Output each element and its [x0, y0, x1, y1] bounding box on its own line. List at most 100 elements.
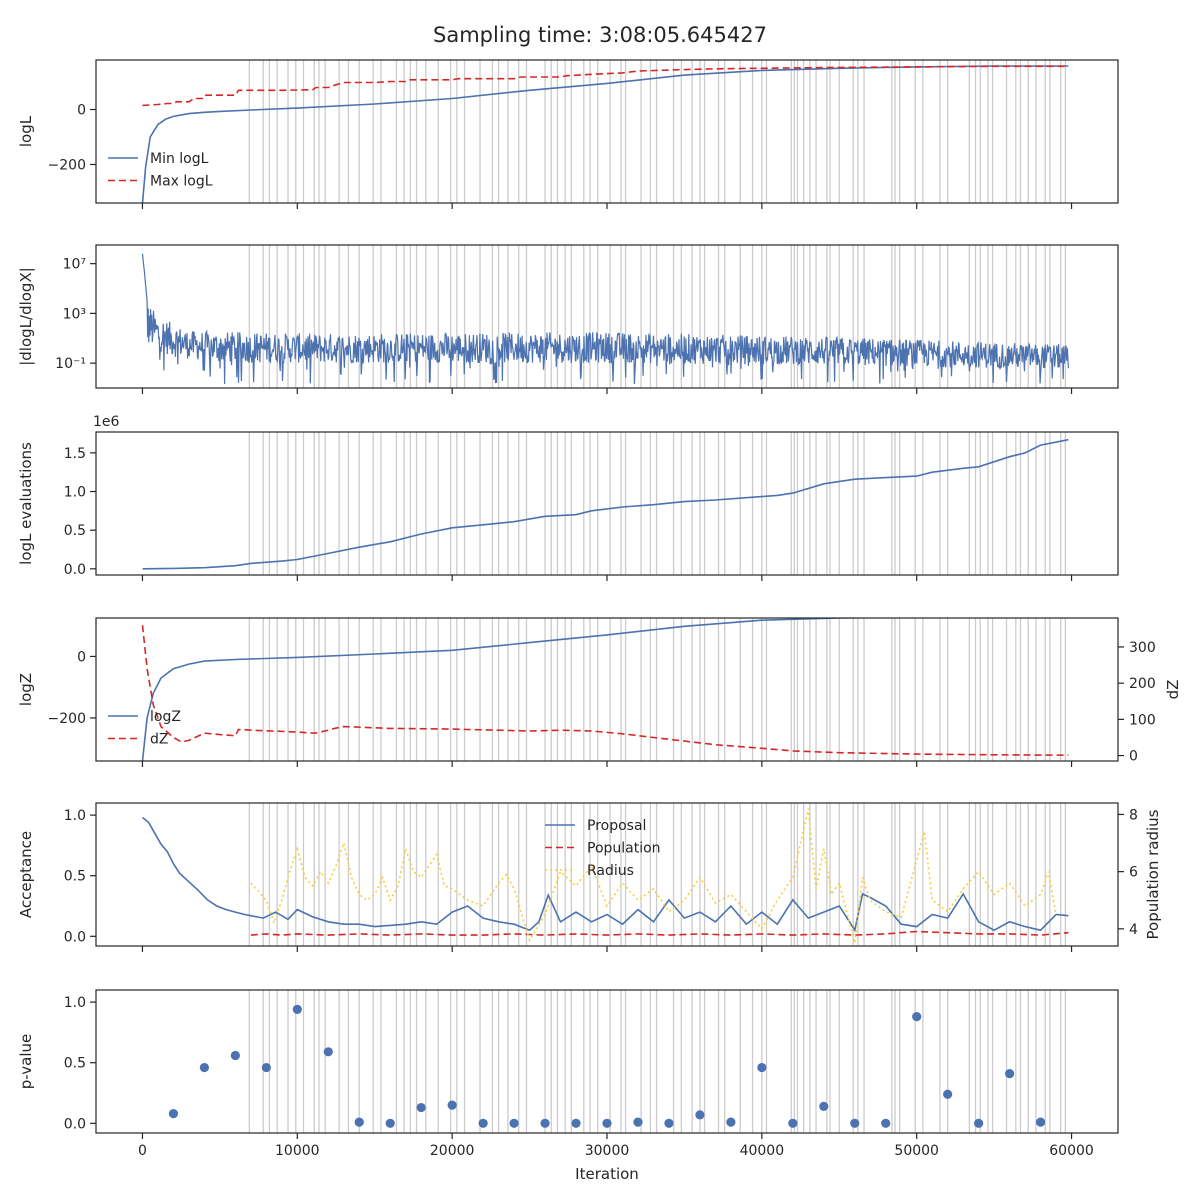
y-tick-label: 1.0: [64, 995, 86, 1011]
y-right-axis-label: Population radius: [1144, 809, 1162, 939]
y-axis-label: logL evaluations: [17, 442, 35, 565]
x-tick-label: 50000: [894, 1143, 939, 1159]
pvalue-point: [757, 1062, 767, 1073]
plot-area: [141, 245, 1069, 388]
pvalue-point: [385, 1118, 395, 1128]
pvalue-point: [199, 1062, 209, 1073]
panels: 0 −200 logL Min logL Max logL 10⁷ 10³ 10⁻¹ |dlog…: [17, 59, 1182, 1183]
pvalue-point: [881, 1118, 891, 1128]
x-tick-label: 0: [138, 1143, 147, 1159]
pvalue-point: [292, 1004, 302, 1014]
series-line-population: [250, 930, 1069, 936]
legend-label: Population: [587, 841, 661, 857]
y-tick-label: 10³: [63, 306, 86, 322]
y-tick-label: 1.0: [64, 485, 86, 501]
x-tick-label: 40000: [740, 1143, 785, 1159]
legend-label: Min logL: [150, 151, 209, 167]
pvalue-point: [1035, 1117, 1046, 1127]
series-line-min-logl: [141, 65, 1069, 203]
y-right-axis-label: dZ: [1164, 680, 1182, 700]
pvalue-point: [323, 1047, 333, 1057]
y-right-tick-label: 100: [1129, 712, 1156, 728]
y-tick-label: 0.5: [64, 523, 86, 539]
series-line-main: [142, 438, 1069, 570]
y-tick-label: 10⁷: [63, 257, 86, 273]
pvalue-point: [416, 1102, 426, 1113]
y-tick-label: 0.0: [64, 929, 86, 945]
x-tick-label: 10000: [275, 1143, 320, 1159]
y-right-tick-label: 200: [1129, 676, 1156, 692]
y-tick-label: 0: [77, 103, 86, 119]
pvalue-point: [540, 1118, 550, 1128]
plot-area: [141, 618, 1069, 761]
y-tick-label: 0.0: [64, 1116, 86, 1132]
series-line-logz: [141, 618, 909, 761]
y-right-tick-label: 0: [1129, 749, 1138, 765]
plot-area: [141, 60, 1069, 203]
pvalue-point: [1005, 1069, 1015, 1079]
y-tick-label: −200: [48, 158, 86, 174]
x-tick-label: 60000: [1049, 1143, 1094, 1159]
y-tick-label: 0: [77, 649, 86, 665]
series-line-dz: [141, 625, 1069, 756]
pvalue-point: [695, 1110, 705, 1120]
x-axis-label: Iteration: [575, 1165, 639, 1183]
legend-label: Max logL: [150, 174, 213, 190]
y-offset-label: 1e6: [93, 414, 120, 430]
panel-6: 0 10000 20000 30000 40000 50000 60000 Iteration…: [17, 989, 1119, 1183]
panel-4: 0 −200 logZ 0 100 200 300 dZ logZ dZ: [17, 617, 1182, 767]
y-right-tick-label: 4: [1129, 922, 1138, 938]
pvalue-point: [354, 1117, 364, 1127]
panel-1: 0 −200 logL Min logL Max logL: [17, 59, 1119, 209]
pvalue-point: [788, 1118, 798, 1128]
y-axis-label: Acceptance: [17, 831, 35, 918]
y-axis-label: logL: [17, 115, 35, 147]
pvalue-point: [974, 1118, 984, 1128]
pvalue-point: [168, 1109, 179, 1119]
y-tick-label: 10⁻¹: [55, 356, 86, 372]
legend-label: logZ: [150, 709, 181, 725]
pvalue-point: [943, 1089, 953, 1099]
plot-area: [142, 432, 1069, 575]
y-tick-label: 0.5: [64, 869, 86, 885]
y-right-tick-label: 8: [1129, 807, 1138, 823]
y-axis-label: |dlogL/dlogX|: [17, 267, 35, 366]
series-line-max-logl: [142, 65, 1069, 107]
figure-title: Sampling time: 3:08:05.645427: [433, 23, 767, 47]
x-tick-label: 30000: [585, 1143, 630, 1159]
series-line-proposal: [141, 816, 1069, 933]
panel-5: 0.0 0.5 1.0 Acceptance 4 6 8 Population radius P…: [17, 802, 1162, 952]
panel-3: 0.0 0.5 1.0 1.5 logL evaluations 1e6: [17, 414, 1119, 581]
pvalue-point: [230, 1050, 240, 1061]
pvalue-point: [819, 1101, 829, 1111]
legend-label: Proposal: [587, 818, 646, 834]
y-axis-label: logZ: [17, 673, 35, 706]
pvalue-point: [478, 1118, 488, 1128]
y-tick-label: 1.5: [64, 446, 86, 462]
pvalue-point: [726, 1117, 736, 1127]
pvalue-point: [509, 1118, 519, 1128]
legend-label: dZ: [150, 732, 168, 748]
x-tick-label: 20000: [430, 1143, 475, 1159]
y-axis-label: p-value: [17, 1034, 35, 1090]
pvalue-point: [261, 1062, 271, 1073]
pvalue-point: [602, 1118, 612, 1128]
panel-2: 10⁷ 10³ 10⁻¹ |dlogL/dlogX|: [17, 244, 1119, 394]
pvalue-point: [447, 1100, 457, 1110]
pvalue-point: [850, 1118, 860, 1128]
y-tick-label: −200: [48, 711, 86, 727]
pvalue-point: [633, 1117, 643, 1127]
derivative-line: [141, 253, 1069, 385]
plot-area: [141, 803, 1069, 946]
pvalue-point: [571, 1118, 581, 1128]
y-right-tick-label: 300: [1129, 640, 1156, 656]
y-tick-label: 0.5: [64, 1056, 86, 1072]
y-right-tick-label: 6: [1129, 865, 1138, 881]
series-line-radius: [250, 808, 1057, 944]
legend-label: Radius: [587, 863, 634, 879]
pvalue-point: [664, 1118, 674, 1128]
y-tick-label: 0.0: [64, 562, 86, 578]
plot-area: [168, 990, 1067, 1133]
y-tick-label: 1.0: [64, 808, 86, 824]
